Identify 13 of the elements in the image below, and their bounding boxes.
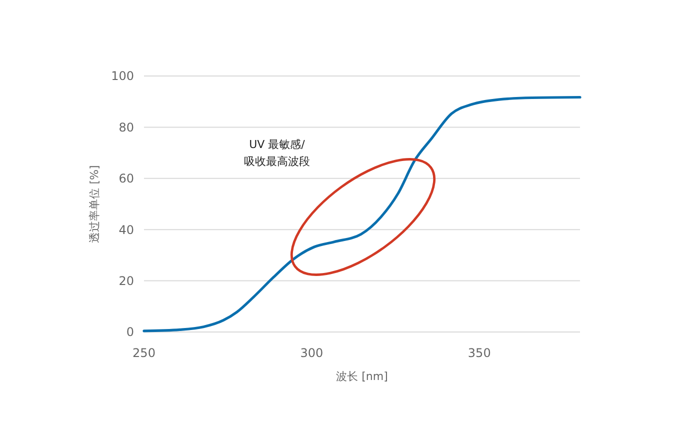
x-tick-label: 300 [300, 346, 324, 360]
y-axis-title: 透过率单位 [%] [88, 165, 101, 243]
y-tick-label: 0 [126, 325, 134, 340]
x-axis-title: 波长 [nm] [336, 370, 388, 383]
line-series [142, 96, 582, 332]
x-tick-label: 250 [132, 346, 156, 360]
y-tick-label: 80 [118, 120, 134, 134]
y-tick-label: 40 [118, 222, 134, 237]
y-tick-label: 100 [111, 69, 134, 84]
y-tick-label: 20 [118, 274, 134, 288]
x-tick-label: 350 [468, 346, 491, 360]
annotation: UV 最敏感/ 吸收最高波段 [244, 138, 310, 168]
y-tick-label: 60 [118, 172, 134, 186]
